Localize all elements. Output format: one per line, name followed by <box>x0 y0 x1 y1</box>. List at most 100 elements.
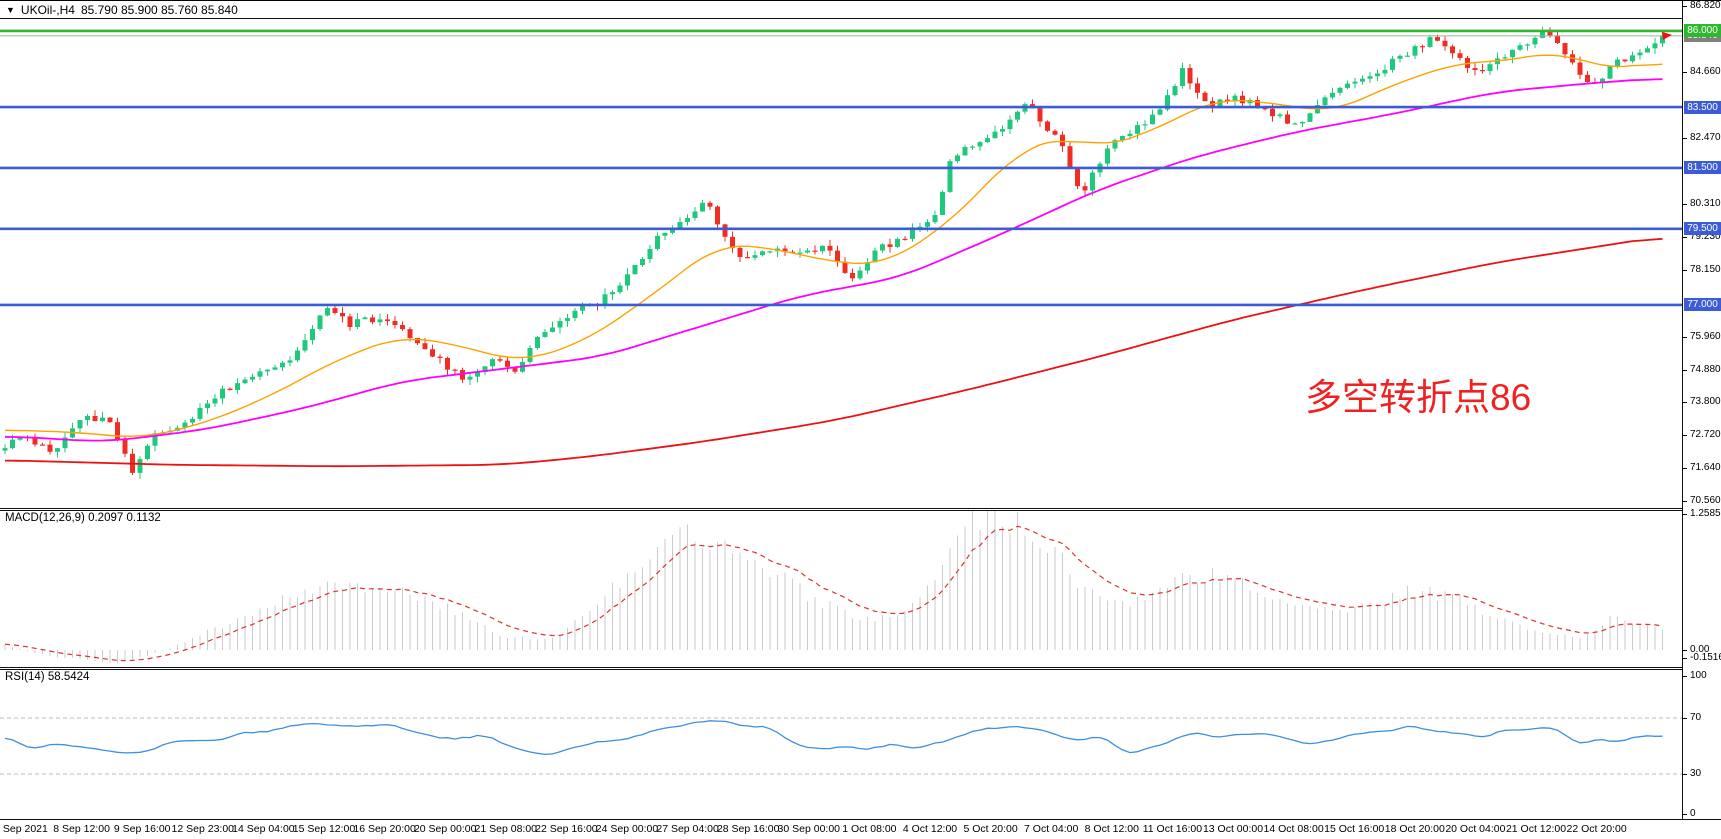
macd-panel-top-border[interactable] <box>0 510 1682 511</box>
macd-indicator-chart[interactable] <box>0 511 1682 666</box>
candle-body <box>677 222 683 230</box>
price-badge-83.500: 83.500 <box>1684 100 1721 114</box>
candle-body <box>782 248 788 252</box>
rsi-indicator-chart[interactable] <box>0 670 1682 818</box>
macd-panel-bottom-border <box>0 667 1682 668</box>
annotation-text[interactable]: 多空转折点86 <box>1305 377 1532 418</box>
candle-body <box>1390 58 1395 70</box>
candle-body <box>1442 40 1448 47</box>
candle-body <box>767 251 773 253</box>
candle-body <box>745 257 750 259</box>
candle-body <box>1652 43 1658 49</box>
candle-body <box>482 366 488 373</box>
candle-body <box>1105 148 1110 164</box>
candle-body <box>197 407 203 419</box>
candle-body <box>992 131 998 139</box>
axis-tick <box>1682 435 1687 437</box>
axis-tick <box>1682 402 1687 404</box>
ma-slow-line <box>4 237 1663 468</box>
candle-body <box>1232 95 1238 102</box>
candle-body <box>1225 99 1230 102</box>
ma-fast-line <box>4 54 1663 437</box>
candle-body <box>317 315 323 329</box>
candle-body <box>437 356 443 358</box>
candle-body <box>100 417 105 422</box>
time-label: 28 Sep 16:00 <box>716 823 780 835</box>
candle-body <box>1052 130 1058 135</box>
candle-body <box>1187 68 1193 84</box>
candle-body <box>212 398 218 404</box>
candle-body <box>1540 30 1545 38</box>
candle-body <box>325 308 330 316</box>
candle-body <box>347 316 353 327</box>
main-panel-bottom-border <box>0 508 1682 509</box>
rsi-line <box>4 720 1663 756</box>
candle-body <box>632 265 638 275</box>
candle-body <box>505 360 510 367</box>
axis-tick <box>1682 774 1687 775</box>
candle-body <box>137 459 143 473</box>
candle-body <box>1367 76 1373 79</box>
candle-body <box>617 285 623 293</box>
candle-body <box>1300 121 1305 124</box>
candle-body <box>1007 119 1013 130</box>
candle-body <box>1630 55 1635 62</box>
candle-body <box>955 155 960 162</box>
candle-body <box>85 416 90 421</box>
candle-body <box>887 244 893 247</box>
candle-body <box>572 310 578 319</box>
candle-body <box>1337 87 1343 93</box>
candle-body <box>400 325 405 330</box>
candle-body <box>925 222 930 227</box>
candle-body <box>1382 69 1388 74</box>
candle-body <box>302 340 308 351</box>
macd-scale-label: -0.1516 <box>1690 652 1721 663</box>
candle-body <box>1637 52 1643 56</box>
candle-body <box>392 321 398 326</box>
candle-body <box>917 226 923 228</box>
time-label: 7 Sep 2021 <box>0 823 48 835</box>
candle-body <box>280 362 285 368</box>
axis-tick <box>1682 71 1687 73</box>
rsi-panel-top-border[interactable] <box>0 669 1682 670</box>
candle-body <box>1405 55 1410 57</box>
candle-body <box>10 439 15 449</box>
candle-body <box>1045 121 1050 131</box>
price-tick-label: 74.880 <box>1690 363 1721 375</box>
time-label: 12 Sep 23:00 <box>171 823 235 835</box>
time-label: 15 Sep 12:00 <box>292 823 356 835</box>
axis-tick <box>1682 269 1687 271</box>
candle-body <box>1450 46 1455 54</box>
axis-tick <box>1682 501 1687 503</box>
time-axis-line <box>0 819 1721 820</box>
rsi-scale-label: 0 <box>1690 808 1696 819</box>
time-label: 9 Sep 16:00 <box>113 823 171 835</box>
candle-body <box>1427 37 1433 47</box>
candle-body <box>895 238 900 247</box>
candle-body <box>257 371 263 377</box>
price-tick-label: 72.720 <box>1690 429 1721 441</box>
candle-body <box>1307 113 1313 122</box>
candle-body <box>1345 83 1350 88</box>
candle-body <box>527 347 533 362</box>
candle-body <box>827 245 833 251</box>
candle-body <box>445 357 450 370</box>
candle-body <box>490 359 495 367</box>
candle-body <box>1082 186 1088 191</box>
candle-body <box>287 360 293 363</box>
candle-body <box>1517 45 1523 50</box>
macd-signal-value: 0.1132 <box>126 512 161 524</box>
candle-body <box>227 388 233 390</box>
candle-body <box>962 147 968 156</box>
candle-body <box>40 444 45 446</box>
candle-body <box>1555 35 1560 44</box>
candle-body <box>332 308 338 313</box>
candle-body <box>700 202 705 212</box>
main-price-chart[interactable] <box>0 1 1682 508</box>
candle-body <box>670 229 675 233</box>
candle-body <box>1577 62 1583 75</box>
candle-body <box>842 261 848 273</box>
price-tick-label: 80.310 <box>1690 198 1721 210</box>
collapse-chart-icon[interactable]: ▼ <box>6 5 15 15</box>
axis-tick <box>1682 468 1687 470</box>
